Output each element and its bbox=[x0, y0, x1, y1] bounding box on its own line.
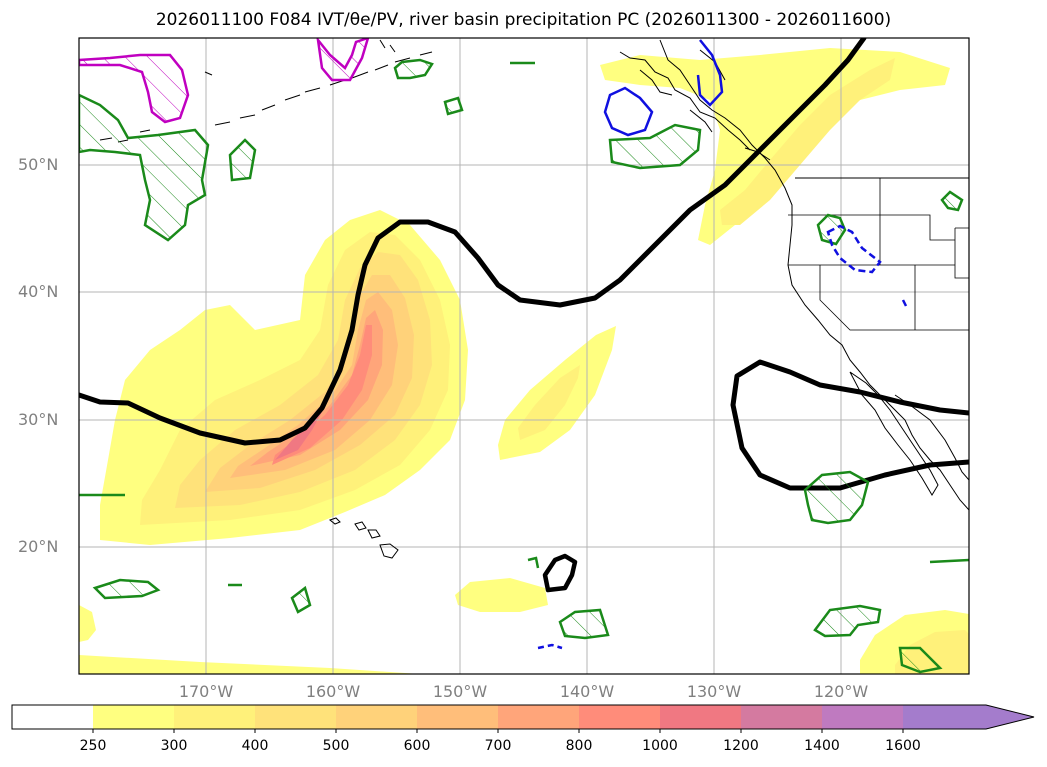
lat-label-40n: 40°N bbox=[18, 282, 59, 301]
colorbar-swatch-1 bbox=[93, 705, 174, 729]
colorbar-swatch-6 bbox=[498, 705, 579, 729]
pv-green-top1 bbox=[393, 58, 434, 80]
pv-magenta-top bbox=[316, 38, 370, 82]
pv-green-nw bbox=[79, 93, 210, 242]
colorbar-label-1000: 1000 bbox=[642, 738, 678, 754]
lon-label-130w: 130°W bbox=[686, 682, 742, 701]
colorbar bbox=[11, 704, 1035, 733]
colorbar-swatch-3 bbox=[255, 705, 336, 729]
hawaii-islands bbox=[328, 517, 399, 559]
lon-label-140w: 140°W bbox=[559, 682, 615, 701]
colorbar-swatch-9 bbox=[741, 705, 822, 729]
lat-label-50n: 50°N bbox=[18, 155, 59, 174]
colorbar-swatch-11 bbox=[903, 705, 1034, 729]
ivt-300-nw bbox=[720, 58, 895, 225]
pv-green-se bbox=[898, 646, 943, 674]
lat-label-30n: 30°N bbox=[18, 410, 59, 429]
pv-green-bc bbox=[608, 123, 702, 170]
pv-green-pac2 bbox=[290, 585, 312, 614]
colorbar-label-400: 400 bbox=[241, 738, 269, 754]
lon-label-170w: 170°W bbox=[178, 682, 234, 701]
pv-green-contours bbox=[79, 58, 969, 674]
pv-green-small1 bbox=[228, 138, 257, 182]
colorbar-label-1200: 1200 bbox=[723, 738, 759, 754]
lon-label-120w: 120°W bbox=[813, 682, 869, 701]
colorbar-label-1400: 1400 bbox=[804, 738, 840, 754]
pv-magenta-contours bbox=[79, 38, 370, 124]
map-title: 2026011100 F084 IVT/θe/PV, river basin p… bbox=[155, 10, 892, 30]
na-coastline bbox=[659, 39, 969, 511]
ivt-shading bbox=[79, 48, 969, 674]
ivt-800-main bbox=[272, 325, 372, 465]
colorbar-label-800: 800 bbox=[565, 738, 593, 754]
blue-dashed-nv bbox=[826, 224, 882, 274]
graticule bbox=[79, 38, 969, 674]
theta-e-northern bbox=[79, 38, 867, 446]
baja-coastline bbox=[849, 371, 939, 496]
ivt-300-filament bbox=[518, 365, 580, 440]
colorbar-swatch-7 bbox=[579, 705, 660, 729]
pv-green-top2 bbox=[443, 96, 464, 116]
colorbar-label-250: 250 bbox=[79, 738, 107, 754]
colorbar-label-700: 700 bbox=[484, 738, 512, 754]
blue-dashed-pac bbox=[537, 643, 563, 650]
lat-label-20n: 20°N bbox=[18, 537, 59, 556]
ivt-250-blob bbox=[455, 578, 548, 612]
colorbar-swatch-10 bbox=[822, 705, 903, 729]
colorbar-swatch-0 bbox=[12, 705, 93, 729]
pv-green-line2 bbox=[929, 558, 969, 564]
state-borders bbox=[788, 178, 969, 331]
blue-small bbox=[901, 299, 908, 307]
lon-label-150w: 150°W bbox=[432, 682, 488, 701]
colorbar-label-500: 500 bbox=[322, 738, 350, 754]
pv-green-pac3 bbox=[558, 608, 610, 640]
colorbar-swatch-4 bbox=[336, 705, 417, 729]
bc-islands bbox=[619, 49, 771, 161]
map-frame bbox=[78, 37, 970, 675]
pv-green-small2 bbox=[527, 556, 540, 569]
pv-green-mt bbox=[940, 190, 964, 212]
pv-green-pac1 bbox=[92, 578, 161, 600]
pv-magenta-nw bbox=[79, 53, 190, 124]
ivt-250-left bbox=[79, 605, 96, 642]
ivt-250-bottom bbox=[79, 655, 420, 674]
blue-contours bbox=[537, 39, 908, 650]
colorbar-label-300: 300 bbox=[160, 738, 188, 754]
colorbar-label-600: 600 bbox=[403, 738, 431, 754]
blue-top bbox=[696, 39, 724, 107]
lon-label-160w: 160°W bbox=[305, 682, 361, 701]
pv-green-sw1 bbox=[803, 470, 870, 525]
colorbar-swatch-2 bbox=[174, 705, 255, 729]
pv-green-pac4 bbox=[813, 604, 882, 638]
colorbar-swatch-5 bbox=[417, 705, 498, 729]
theta-e-small-loop bbox=[542, 553, 578, 593]
colorbar-label-1600: 1600 bbox=[885, 738, 921, 754]
ivt-600-main bbox=[230, 292, 398, 478]
colorbar-swatch-8 bbox=[660, 705, 741, 729]
blue-bc bbox=[603, 86, 654, 137]
